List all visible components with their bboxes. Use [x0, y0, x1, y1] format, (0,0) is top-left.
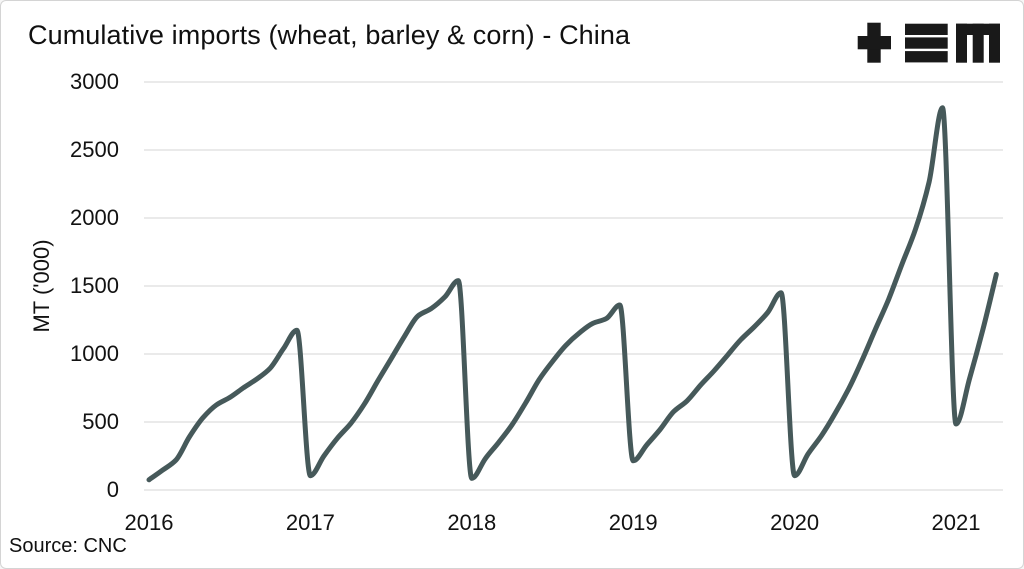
- y-tick-label: 0: [106, 477, 119, 502]
- x-tick-label: 2019: [608, 510, 658, 535]
- y-tick-label: 1500: [70, 273, 119, 298]
- plus-icon: [857, 22, 891, 63]
- m-icon: [956, 23, 1000, 63]
- triple-bar-icon: [905, 23, 948, 63]
- series-line: [146, 105, 999, 483]
- gridlines: [144, 81, 1003, 491]
- y-tick-label: 1000: [70, 341, 119, 366]
- y-tick-label: 3000: [70, 69, 119, 94]
- x-tick-label: 2017: [285, 510, 335, 535]
- x-tick-label: 2021: [931, 510, 981, 535]
- x-tick-label: 2016: [124, 510, 174, 535]
- chart-title: Cumulative imports (wheat, barley & corn…: [28, 20, 631, 50]
- y-axis-title: MT ('000): [29, 239, 54, 333]
- y-tick-label: 2500: [70, 137, 119, 162]
- source-note: Source: CNC: [9, 535, 127, 557]
- tem-logo: [857, 22, 1000, 63]
- y-tick-label: 2000: [70, 205, 119, 230]
- x-tick-label: 2020: [770, 510, 820, 535]
- x-tick-label: 2018: [447, 510, 497, 535]
- y-tick-label: 500: [82, 409, 119, 434]
